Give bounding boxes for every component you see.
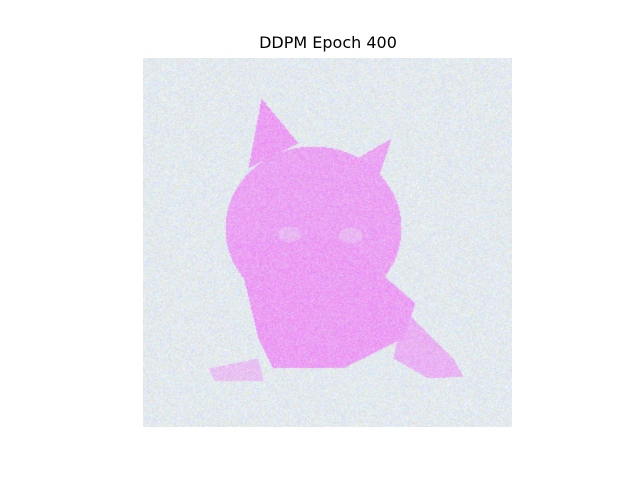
noisy-cat-image — [143, 58, 512, 427]
plot-title: DDPM Epoch 400 — [259, 33, 397, 52]
generated-image-frame — [143, 58, 512, 427]
